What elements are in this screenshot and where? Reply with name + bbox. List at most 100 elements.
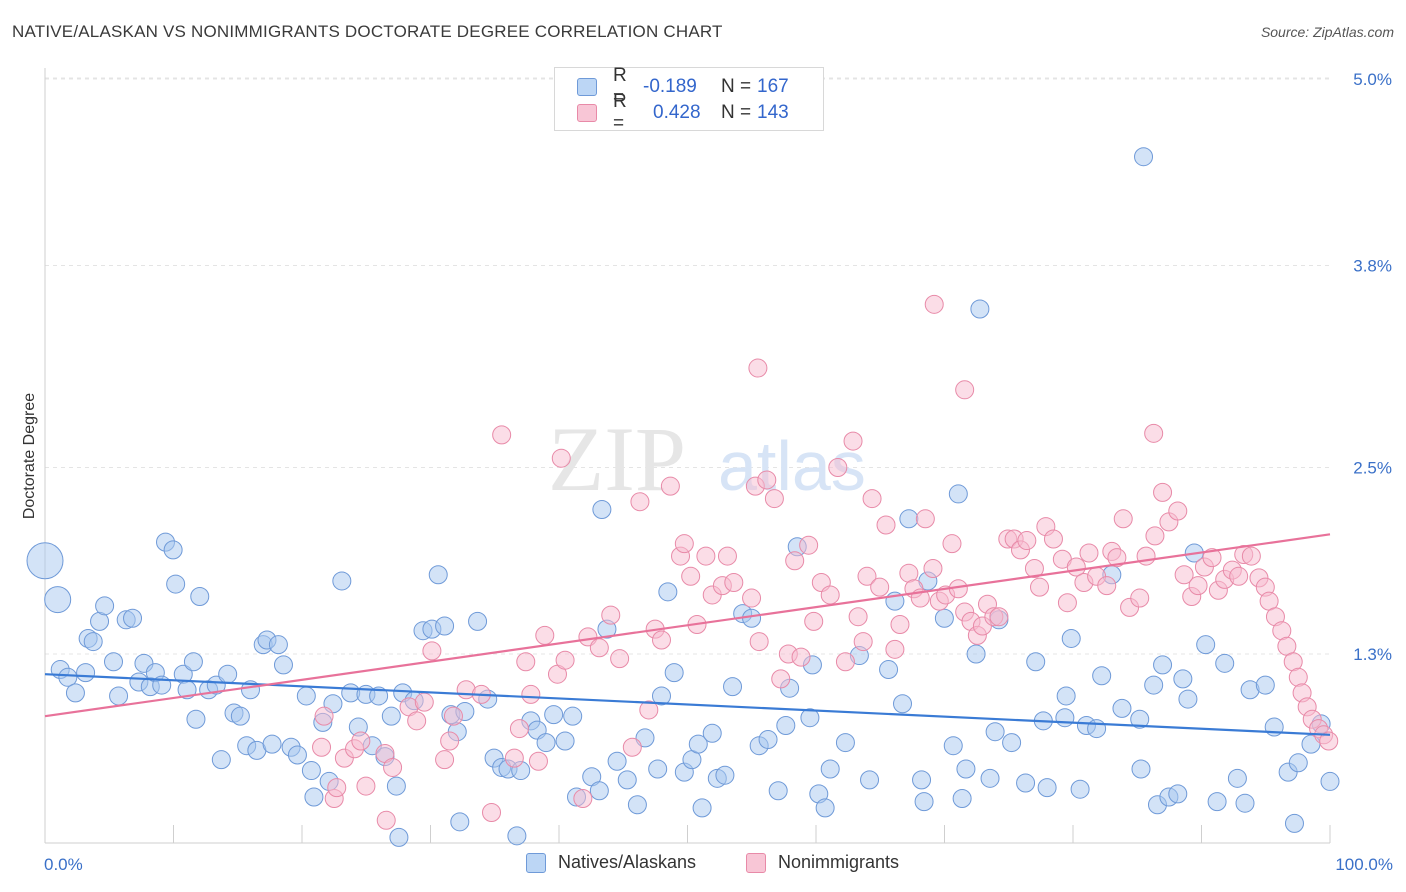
native-point xyxy=(1144,675,1164,695)
native-point xyxy=(1196,635,1216,655)
native-point xyxy=(934,608,954,628)
nonimmigrant-point xyxy=(1174,565,1194,585)
nonimmigrant-point xyxy=(989,607,1009,627)
native-point xyxy=(83,632,103,652)
native-point xyxy=(758,729,778,749)
native-point xyxy=(1016,773,1036,793)
nonimmigrant-point xyxy=(820,585,840,605)
trend-lines xyxy=(44,533,1331,736)
nonimmigrants-points xyxy=(312,294,1339,830)
nonimmigrant-point xyxy=(535,625,555,645)
legend-n-value: 143 xyxy=(757,102,789,123)
nonimmigrant-point xyxy=(757,470,777,490)
nonimmigrant-point xyxy=(717,546,737,566)
nonimmigrant-point xyxy=(771,669,791,689)
native-point xyxy=(1092,666,1112,686)
native-point xyxy=(1288,753,1308,773)
nonimmigrant-point xyxy=(555,650,575,670)
native-point xyxy=(742,608,762,628)
native-point xyxy=(296,686,316,706)
nonimmigrant-point xyxy=(601,605,621,625)
native-point xyxy=(860,770,880,790)
nonimmigrant-point xyxy=(407,711,427,731)
native-point xyxy=(1178,689,1198,709)
legend-n-label: N = xyxy=(721,102,752,123)
native-point xyxy=(1235,793,1255,813)
nonimmigrant-point xyxy=(1145,526,1165,546)
nonimmigrant-point xyxy=(651,630,671,650)
native-point xyxy=(702,723,722,743)
nonimmigrant-point xyxy=(610,649,630,669)
nonimmigrant-point xyxy=(1202,548,1222,568)
legend-n-label: N = xyxy=(721,76,752,97)
native-point xyxy=(1055,708,1075,728)
legend-row-nonimmigrants: R = 0.428 N = 143 xyxy=(577,91,789,134)
nonimmigrant-point xyxy=(749,632,769,652)
native-point xyxy=(544,705,564,725)
native-point xyxy=(332,571,352,591)
nonimmigrant-point xyxy=(1153,482,1173,502)
native-point xyxy=(381,706,401,726)
nonimmigrant-point xyxy=(848,607,868,627)
native-point xyxy=(627,795,647,815)
nonimmigrant-point xyxy=(890,614,910,634)
native-point xyxy=(980,768,1000,788)
tick-labels: 1.3% 2.5% 3.8% 5.0% 0.0% 100.0% xyxy=(44,70,1393,874)
nonimmigrants-trend-line xyxy=(44,533,1331,718)
nonimmigrant-point xyxy=(885,639,905,659)
nonimmigrant-point xyxy=(443,706,463,726)
legend-row-natives: R = -0.189 N = 167 xyxy=(577,65,789,108)
native-point xyxy=(1255,675,1275,695)
nonimmigrant-point xyxy=(942,534,962,554)
nonimmigrant-point xyxy=(376,810,396,830)
native-point xyxy=(287,745,307,765)
native-point xyxy=(65,683,85,703)
native-point xyxy=(1002,733,1022,753)
nonimmigrant-point xyxy=(440,731,460,751)
nonimmigrant-point xyxy=(1136,546,1156,566)
nonimmigrant-point xyxy=(853,632,873,652)
native-point xyxy=(1061,628,1081,648)
native-point xyxy=(1112,698,1132,718)
nonimmigrant-point xyxy=(870,577,890,597)
bottom-legend-label: Nonimmigrants xyxy=(778,852,900,872)
native-point xyxy=(450,812,470,832)
bottom-legend-nonimmigrants: Nonimmigrants xyxy=(746,852,899,873)
native-point xyxy=(103,652,123,672)
native-point xyxy=(211,750,231,770)
chart-title: NATIVE/ALASKAN VS NONIMMIGRANTS DOCTORAT… xyxy=(12,22,723,41)
native-point xyxy=(555,731,575,751)
native-point xyxy=(648,759,668,779)
nonimmigrant-point xyxy=(351,731,371,751)
native-point xyxy=(956,759,976,779)
native-point xyxy=(386,776,406,796)
nonimmigrant-point xyxy=(356,776,376,796)
nonimmigrant-point xyxy=(696,546,716,566)
native-point xyxy=(589,781,609,801)
native-point xyxy=(952,789,972,809)
native-point xyxy=(26,542,64,580)
native-point xyxy=(617,770,637,790)
native-point xyxy=(912,770,932,790)
native-point xyxy=(688,734,708,754)
native-point xyxy=(914,792,934,812)
legend-swatch-natives xyxy=(577,78,597,96)
nonimmigrant-point xyxy=(1241,546,1261,566)
nonimmigrant-point xyxy=(414,692,434,712)
nonimmigrant-point xyxy=(742,588,762,608)
nonimmigrant-point xyxy=(924,294,944,314)
nonimmigrant-point xyxy=(312,737,332,757)
native-point xyxy=(948,484,968,504)
watermark-zip: ZIP xyxy=(548,408,686,510)
nonimmigrant-point xyxy=(639,700,659,720)
native-point xyxy=(1227,768,1247,788)
legend-n-value: 167 xyxy=(757,76,789,97)
nonimmigrant-point xyxy=(1319,731,1339,751)
native-point xyxy=(1130,709,1150,729)
nonimmigrant-point xyxy=(1113,509,1133,529)
nonimmigrant-point xyxy=(1144,423,1164,443)
native-point xyxy=(985,722,1005,742)
nonimmigrant-point xyxy=(1168,501,1188,521)
native-point xyxy=(301,761,321,781)
